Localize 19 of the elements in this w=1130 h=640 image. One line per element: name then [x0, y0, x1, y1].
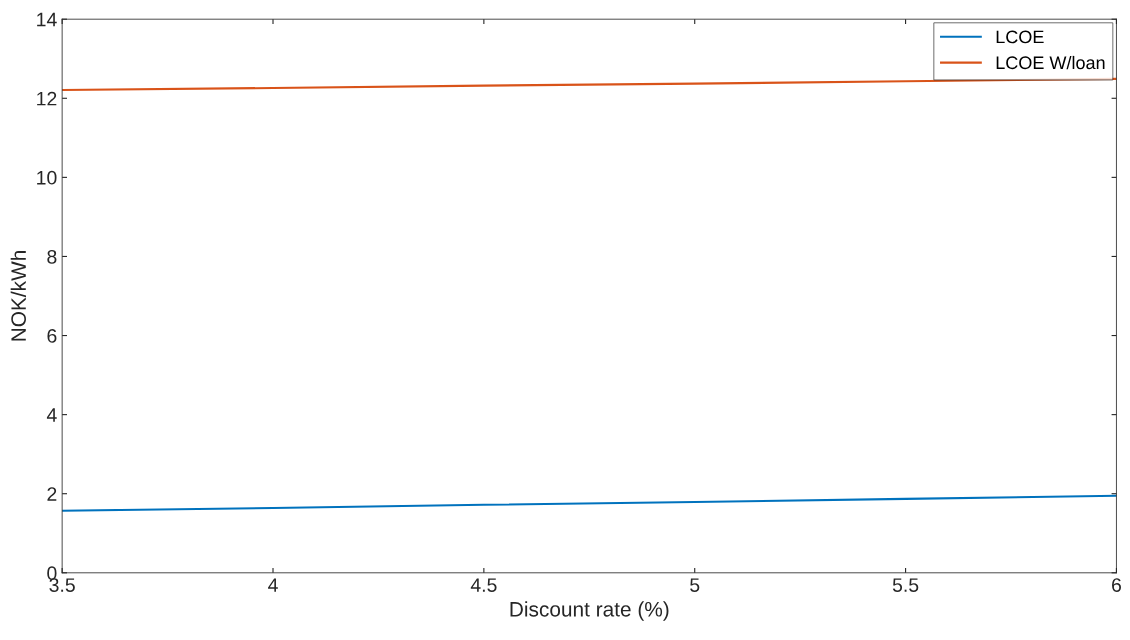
line-series: [62, 494, 1117, 512]
x-axis-title: Discount rate (%): [510, 601, 669, 621]
y-tick-label: 8: [47, 249, 57, 264]
legend-label: LCOE W/loan: [996, 55, 1105, 70]
y-tick-label: 6: [47, 329, 57, 343]
x-tick-label: 5.5: [892, 578, 919, 592]
x-tick-label: 3.5: [49, 578, 75, 592]
y-tick-label: 4: [46, 408, 57, 422]
y-tick-label: 12: [37, 91, 57, 106]
legend-label: LCOE: [996, 30, 1044, 44]
x-tick-label: 4.5: [470, 578, 497, 592]
y-tick-label: 14: [37, 12, 57, 27]
x-tick-label: 5: [690, 578, 700, 592]
x-tick-label: 4: [268, 578, 278, 592]
y-axis-title: NOK/kWh: [10, 251, 26, 341]
y-tick-label: 2: [47, 487, 57, 501]
x-tick-label: 6: [1112, 578, 1121, 592]
y-tick-label: 10: [37, 170, 57, 185]
y-tick-label: 0: [47, 566, 57, 581]
